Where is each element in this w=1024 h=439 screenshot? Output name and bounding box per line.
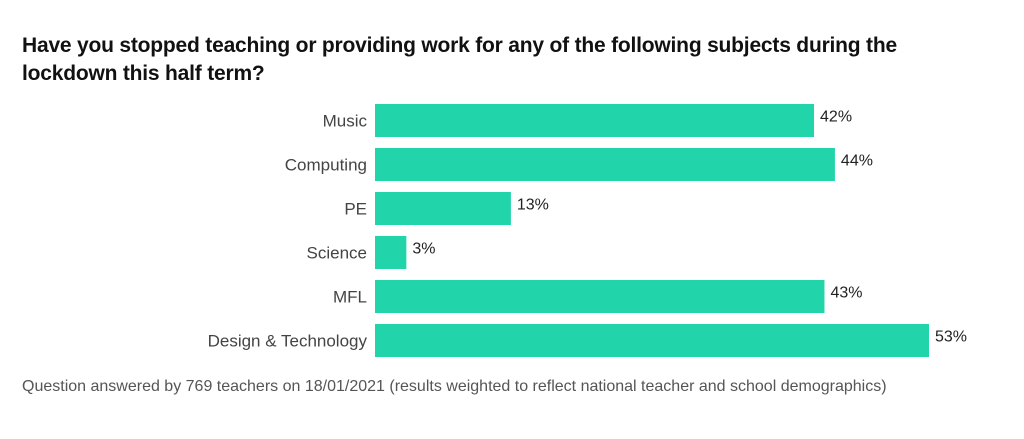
category-label-science: Science	[307, 244, 367, 263]
value-labels: 42% 44% 13% 3% 43% 53%	[412, 109, 967, 346]
bar-computing	[375, 148, 835, 181]
value-label-mfl: 43%	[830, 285, 862, 302]
category-label-computing: Computing	[285, 156, 367, 175]
category-labels: Music Computing PE Science MFL Design & Techn…	[208, 112, 368, 351]
bar-design-technology	[375, 324, 929, 357]
bar-mfl	[375, 280, 825, 313]
value-label-pe: 13%	[517, 197, 549, 214]
category-label-music: Music	[323, 112, 368, 131]
bar-science	[375, 236, 407, 269]
chart-footnote: Question answered by 769 teachers on 18/…	[22, 378, 887, 395]
value-label-science: 3%	[412, 241, 435, 258]
chart-title: Have you stopped teaching or providing w…	[22, 34, 897, 85]
category-label-design-technology: Design & Technology	[208, 332, 368, 351]
bar-pe	[375, 192, 511, 225]
bars-layer	[375, 104, 929, 357]
bar-music	[375, 104, 815, 137]
value-label-music: 42%	[820, 109, 852, 126]
category-label-pe: PE	[344, 200, 367, 219]
value-label-design-technology: 53%	[935, 329, 967, 346]
value-label-computing: 44%	[841, 153, 873, 170]
category-label-mfl: MFL	[333, 288, 367, 307]
